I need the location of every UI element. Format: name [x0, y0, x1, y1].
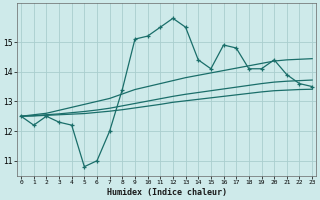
X-axis label: Humidex (Indice chaleur): Humidex (Indice chaleur) — [107, 188, 227, 197]
